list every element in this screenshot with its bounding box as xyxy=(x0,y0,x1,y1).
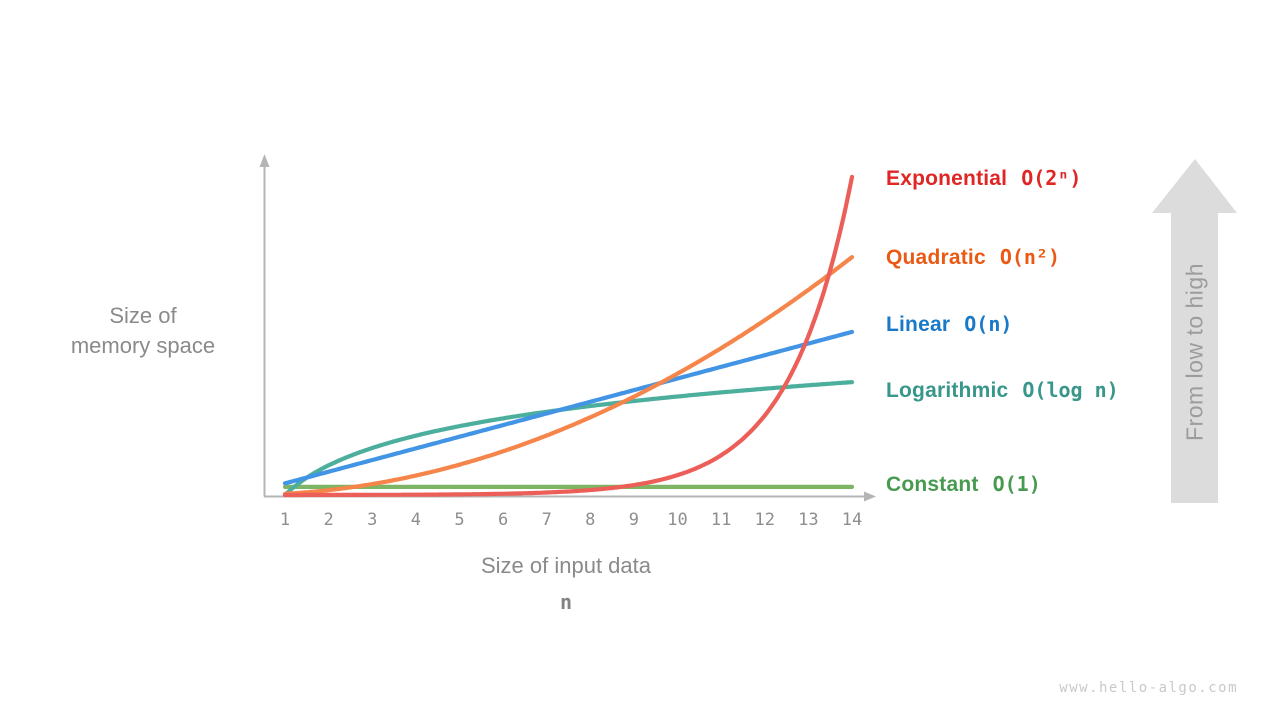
y-axis-arrowhead-icon xyxy=(259,154,270,167)
legend-series-name: Logarithmic xyxy=(886,379,1009,402)
curve-quadratic xyxy=(282,255,855,496)
x-axis-symbol: n xyxy=(559,590,573,614)
curve-linear xyxy=(282,329,855,486)
x-tick-label: 11 xyxy=(710,510,732,530)
y-axis-title-line2: memory space xyxy=(70,333,216,358)
curve-logarithmic xyxy=(282,380,855,498)
legend-item-constant: Constant O(1) xyxy=(886,469,1041,499)
legend-series-name: Quadratic xyxy=(886,246,986,269)
direction-arrow xyxy=(1152,159,1237,503)
legend-series-name: Exponential xyxy=(886,167,1008,190)
x-tick-label: 3 xyxy=(367,510,378,530)
x-tick-label: 2 xyxy=(323,510,334,530)
legend-series-formula: O(1) xyxy=(992,472,1041,496)
y-axis-title: Size of memory space xyxy=(71,301,215,361)
x-tick-label: 12 xyxy=(754,510,776,530)
legend-series-name: Constant xyxy=(886,473,979,496)
direction-arrow-label: From low to high xyxy=(1181,262,1208,442)
x-tick-label: 8 xyxy=(585,510,596,530)
x-axis-title: Size of input data xyxy=(480,553,652,578)
x-tick-label: 10 xyxy=(667,510,688,530)
x-tick-label: 6 xyxy=(497,510,509,530)
legend-series-formula: O(log n) xyxy=(1022,378,1119,402)
x-axis-arrowhead-icon xyxy=(864,491,876,502)
legend-series-formula: O(n²) xyxy=(999,245,1061,269)
x-tick-label: 5 xyxy=(454,510,465,530)
x-tick-label: 9 xyxy=(628,510,640,530)
watermark: www.hello-algo.com xyxy=(1059,680,1238,696)
x-tick-label: 4 xyxy=(410,510,421,530)
x-tick-label: 14 xyxy=(841,510,863,530)
x-tick-label: 7 xyxy=(541,510,552,530)
legend-item-quadratic: Quadratic O(n²) xyxy=(886,242,1060,272)
legend-series-name: Linear xyxy=(886,313,951,336)
curve-exponential xyxy=(282,174,855,498)
legend-item-exponential: Exponential O(2ⁿ) xyxy=(886,163,1081,193)
legend-item-linear: Linear O(n) xyxy=(886,309,1012,339)
legend-series-formula: O(n) xyxy=(964,312,1013,336)
y-axis-title-line1: Size of xyxy=(109,303,177,328)
x-tick-label: 13 xyxy=(798,510,819,530)
legend-item-logarithmic: Logarithmic O(log n) xyxy=(886,375,1119,405)
x-tick-label: 1 xyxy=(279,510,291,530)
legend-series-formula: O(2ⁿ) xyxy=(1021,166,1082,190)
